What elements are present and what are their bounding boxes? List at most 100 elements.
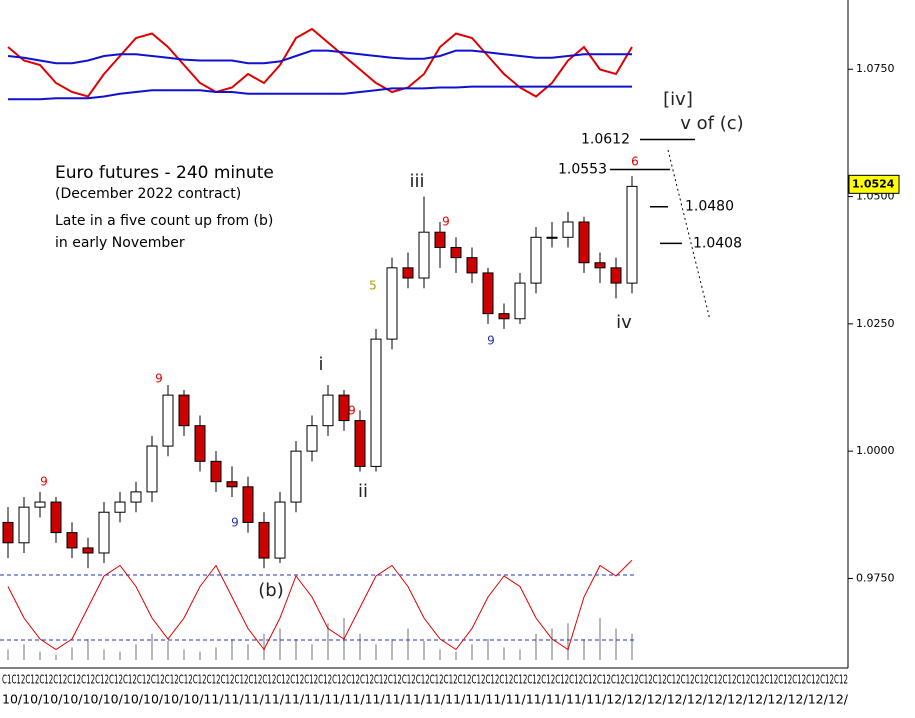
wave-label: 9: [442, 215, 450, 229]
volume-bar: [407, 628, 409, 660]
wave-label: (b): [258, 580, 283, 601]
candle-body: [34, 501, 46, 508]
wave-label: i: [318, 354, 323, 375]
candle-body: [306, 425, 318, 452]
wave-label: iv: [616, 312, 632, 333]
volume-bar: [567, 623, 569, 660]
candle-body: [514, 282, 526, 320]
volume-bar: [471, 644, 473, 660]
volume-bar: [263, 633, 265, 660]
volume-bar: [119, 651, 121, 660]
current-price-label: 1.0524: [852, 177, 895, 190]
top-oscillator-line: [7, 27, 633, 98]
y-tick-label: 0.9750: [856, 571, 895, 584]
volume-bar: [23, 644, 25, 660]
volume-bar: [151, 633, 153, 660]
candle-body: [130, 491, 142, 503]
y-tick-label: 1.0250: [856, 317, 895, 330]
wave-label: 9: [155, 372, 163, 386]
candle-body: [2, 521, 14, 544]
candle-body: [290, 450, 302, 503]
wave-label: [iv]: [663, 89, 693, 110]
volume-bar: [231, 639, 233, 660]
candle-body: [338, 394, 350, 422]
chart-title: Euro futures - 240 minute: [55, 163, 274, 183]
candle-body: [146, 445, 158, 493]
candle-body: [322, 394, 334, 427]
x-axis-row: C1C12C12C12C12C12C12C12C12C12C12C12C12C1…: [2, 673, 848, 687]
current-price-box: [848, 174, 900, 194]
candle-body: [626, 185, 638, 284]
candle-body: [18, 506, 30, 544]
candle-body: [162, 394, 174, 447]
volume-bar: [375, 644, 377, 660]
volume-bar: [167, 641, 169, 660]
candle-body: [498, 313, 510, 320]
candle-body: [178, 394, 190, 427]
candle-body: [194, 425, 206, 462]
candle-body: [258, 521, 270, 559]
level-label: 1.0612: [581, 132, 630, 148]
x-axis-row: 10/10/10/10/10/10/10/10/10/10/11/11/11/1…: [2, 693, 849, 707]
candle-body: [402, 267, 414, 279]
wave-label: 9: [348, 404, 356, 418]
volume-bar: [455, 651, 457, 660]
volume-bar: [519, 649, 521, 660]
wave-label: ii: [358, 481, 368, 502]
candle-body: [434, 231, 446, 248]
wave-label: 9: [231, 516, 239, 530]
volume-bar: [55, 654, 57, 660]
projection-line: [667, 149, 711, 321]
volume-bar: [279, 628, 281, 660]
volume-bar: [71, 647, 73, 660]
level-label: 1.0553: [558, 162, 607, 178]
volume-bar: [247, 644, 249, 660]
volume-bar: [183, 649, 185, 660]
candle-body: [530, 236, 542, 284]
volume-bar: [103, 649, 105, 660]
bottom-oscillator-line: [7, 559, 633, 651]
volume-bar: [615, 628, 617, 660]
wave-label: 9: [487, 334, 495, 348]
candle-body: [274, 501, 286, 559]
candle-body: [562, 221, 574, 238]
candle-body: [82, 547, 94, 554]
volume-bar: [311, 644, 313, 660]
volume-bar: [391, 639, 393, 660]
volume-bar: [535, 633, 537, 660]
wave-label: 5: [369, 279, 377, 293]
top-oscillator-line: [7, 49, 632, 65]
volume-bar: [39, 651, 41, 660]
wave-label: 9: [40, 475, 48, 489]
candle-body: [370, 338, 382, 467]
volume-bar: [295, 639, 297, 660]
candle-body: [66, 532, 78, 549]
volume-bar: [359, 633, 361, 660]
top-oscillator-line: [8, 85, 632, 101]
volume-bar: [631, 633, 633, 660]
candle-body: [594, 262, 606, 269]
volume-bar: [487, 639, 489, 660]
candle-body: [354, 420, 366, 467]
candle-body: [210, 460, 222, 483]
candle-body: [418, 231, 430, 279]
candle-body: [242, 486, 254, 523]
chart-subtitle: (December 2022 contract): [55, 186, 241, 202]
candle-body: [578, 221, 590, 264]
candle-body: [98, 511, 110, 554]
y-tick-label: 1.0750: [856, 62, 895, 75]
volume-bar: [599, 618, 601, 660]
candle-body: [466, 257, 478, 274]
volume-bar: [327, 623, 329, 660]
volume-bar: [551, 628, 553, 660]
candle-body: [450, 246, 462, 259]
candle-body: [50, 501, 62, 534]
candle-body: [610, 267, 622, 284]
volume-bar: [215, 647, 217, 660]
candle-body: [386, 267, 398, 340]
volume-bar: [423, 641, 425, 660]
candle-body: [482, 272, 494, 315]
wave-label: v of (c): [680, 113, 743, 134]
volume-bar: [87, 639, 89, 660]
